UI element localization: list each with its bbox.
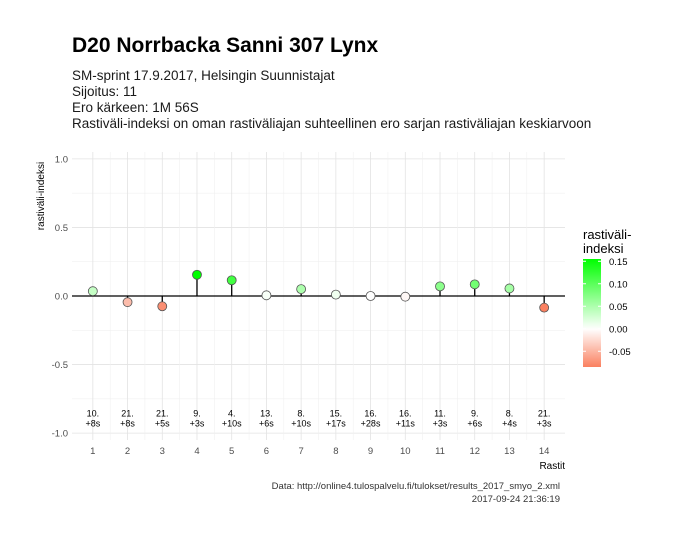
- x-tick-label: 1: [90, 446, 95, 457]
- diff-label: +8s: [85, 419, 100, 429]
- y-tick-label: -1.0: [52, 429, 68, 440]
- rank-label: 8.: [506, 409, 514, 419]
- legend-tick-label: 0.05: [609, 302, 628, 313]
- rank-label: 8.: [297, 409, 305, 419]
- data-point: [192, 269, 202, 280]
- rank-label: 9.: [471, 409, 479, 419]
- rank-label: 21.: [121, 409, 134, 419]
- split-annotations: 10.+8s21.+8s21.+5s9.+3s4.+10s13.+6s8.+10…: [85, 409, 552, 429]
- y-tick-label: 0.0: [55, 292, 68, 303]
- diff-label: +11s: [396, 419, 416, 429]
- rank-label: 21.: [538, 409, 551, 419]
- x-axis-label: Rastit: [539, 461, 565, 472]
- data-point: [261, 290, 272, 301]
- rank-label: 15.: [330, 409, 343, 419]
- x-tick-label: 11: [435, 446, 445, 457]
- rank-label: 21.: [156, 409, 169, 419]
- diff-label: +8s: [120, 419, 135, 429]
- x-tick-label: 12: [469, 446, 480, 457]
- data-point: [504, 283, 515, 294]
- rank-label: 10.: [87, 409, 100, 419]
- data-point: [157, 301, 168, 312]
- x-tick-label: 9: [368, 446, 373, 457]
- y-tick-label: 1.0: [55, 154, 68, 165]
- y-tick-label: 0.5: [55, 223, 68, 234]
- diff-label: +10s: [222, 419, 242, 429]
- chart-title: D20 Norrbacka Sanni 307 Lynx: [72, 34, 379, 57]
- data-source-caption: Data: http://online4.tulospalvelu.fi/tul…: [271, 481, 560, 492]
- data-point: [122, 297, 133, 308]
- color-legend: 0.15 0.10 0.05 0.00 -0.05: [583, 257, 631, 367]
- diff-label: +17s: [326, 419, 346, 429]
- diff-label: +6s: [467, 419, 482, 429]
- rank-label: 4.: [228, 409, 236, 419]
- legend-title-line1: rastiväli-: [583, 227, 632, 242]
- data-point: [469, 279, 480, 290]
- legend-colorbar: [583, 259, 601, 367]
- diff-label: +10s: [291, 419, 311, 429]
- x-tick-label: 7: [298, 446, 303, 457]
- x-tick-label: 8: [333, 446, 338, 457]
- data-point: [330, 289, 341, 300]
- x-tick-label: 6: [264, 446, 269, 457]
- legend-title-line2: indeksi: [583, 241, 624, 256]
- legend-tick-label: 0.00: [609, 324, 628, 335]
- diff-label: +28s: [361, 419, 381, 429]
- subtitle-description: Rastiväli-indeksi on oman rastiväliajan …: [72, 116, 592, 131]
- diff-label: +3s: [190, 419, 205, 429]
- diff-label: +3s: [433, 419, 448, 429]
- data-point: [539, 302, 550, 313]
- data-marks: [87, 269, 550, 313]
- subtitle-gap: Ero kärkeen: 1M 56S: [72, 100, 199, 115]
- data-point: [400, 291, 411, 302]
- x-tick-label: 13: [504, 446, 515, 457]
- rank-label: 9.: [193, 409, 201, 419]
- diff-label: +5s: [155, 419, 170, 429]
- x-tick-label: 2: [125, 446, 130, 457]
- diff-label: +3s: [537, 419, 552, 429]
- subtitle-event: SM-sprint 17.9.2017, Helsingin Suunnista…: [72, 68, 335, 83]
- y-axis-label: rastiväli-indeksi: [36, 162, 47, 230]
- x-tick-label: 14: [539, 446, 550, 457]
- legend-tick-label: -0.05: [609, 347, 631, 358]
- x-tick-label: 5: [229, 446, 234, 457]
- rank-label: 16.: [364, 409, 377, 419]
- x-tick-label: 4: [194, 446, 199, 457]
- timestamp-caption: 2017-09-24 21:36:19: [471, 494, 560, 505]
- legend-tick-label: 0.15: [609, 257, 628, 268]
- y-tick-label: -0.5: [52, 360, 68, 371]
- rank-label: 16.: [399, 409, 412, 419]
- data-point: [435, 281, 445, 292]
- x-tick-label: 10: [400, 446, 411, 457]
- data-point: [226, 275, 237, 286]
- subtitle-rank: Sijoitus: 11: [72, 84, 138, 99]
- legend-tick-label: 0.10: [609, 279, 628, 290]
- diff-label: +6s: [259, 419, 274, 429]
- data-point: [296, 284, 307, 295]
- x-tick-label: 3: [160, 446, 165, 457]
- data-point: [87, 286, 98, 297]
- data-point: [365, 291, 376, 301]
- rank-label: 13.: [260, 409, 273, 419]
- axes: -1.0-0.50.00.51.01 2 3 4 5 6 7 8 9 10 11 12 13 14Rast…: [36, 154, 565, 472]
- diff-label: +4s: [502, 419, 517, 429]
- rank-label: 11.: [434, 409, 446, 419]
